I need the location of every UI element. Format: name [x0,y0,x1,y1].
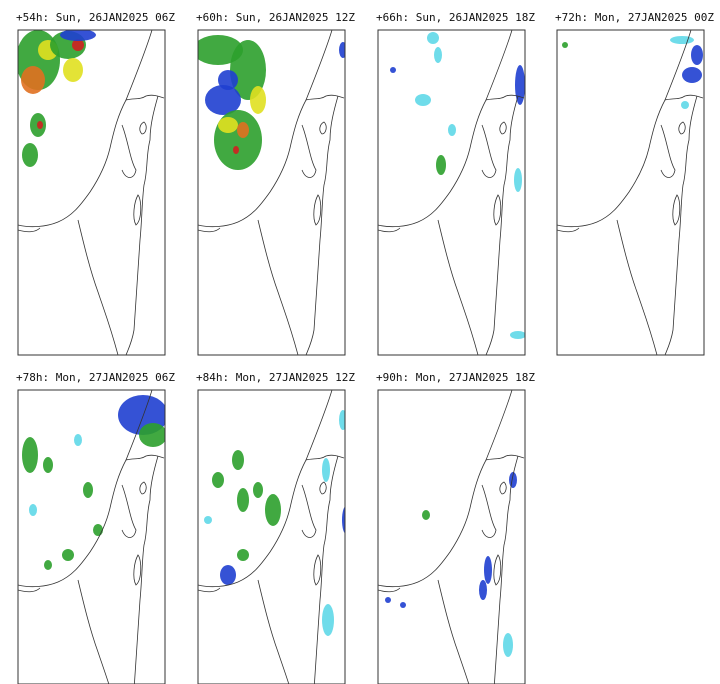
precip-cell [691,45,703,65]
precip-cell [562,42,568,48]
map-border [377,389,526,684]
precip-cell [204,516,212,524]
precip-cell [21,66,45,94]
precip-cell [72,39,84,51]
precip-cell [342,506,345,534]
precip-cell [230,40,266,100]
panel-title: +78h: Mon, 27JAN2025 06Z [16,371,175,384]
precip-cell [265,494,281,526]
precip-cell [479,580,487,600]
precip-cell [484,556,492,584]
precipitation [18,390,165,684]
map-panel: +66h: Sun, 26JAN2025 18Z [376,11,535,356]
map-border [17,29,166,356]
map-panel: +78h: Mon, 27JAN2025 06Z [16,371,175,684]
precip-cell [322,458,330,482]
map-panel: +54h: Sun, 26JAN2025 06Z [16,11,175,356]
precip-cell [237,122,249,138]
map-panel: +72h: Mon, 27JAN2025 00Z [555,11,714,356]
precip-cell [390,67,396,73]
precip-cell [436,155,446,175]
map-frame [197,389,346,684]
map-frame [556,29,705,356]
precip-cell [63,58,83,82]
precip-cell [427,32,439,44]
precip-cell [514,168,522,192]
map-border [556,29,705,356]
precip-cell [682,67,702,83]
precip-cell [422,510,430,520]
map-border [197,389,346,684]
panel-title: +54h: Sun, 26JAN2025 06Z [16,11,175,24]
precipitation [378,390,525,684]
precip-cell [214,110,262,170]
precip-cell [681,101,689,109]
map-border [377,29,526,356]
precip-cell [232,450,244,470]
precipitation [18,30,165,355]
precip-cell [60,30,96,41]
map-border [17,389,166,684]
precip-cell [44,560,52,570]
precip-cell [434,47,442,63]
precip-cell [339,42,345,58]
precip-cell [400,602,406,608]
precip-cell [43,457,53,473]
precip-cell [212,472,224,488]
precip-cell [233,146,239,154]
map-panel: +90h: Mon, 27JAN2025 18Z [376,371,535,684]
precip-cell [22,143,38,167]
precip-cell [62,549,74,561]
precip-cell [322,604,334,636]
precipitation [378,30,525,355]
precip-cell [250,86,266,114]
precip-cell [448,124,456,136]
precip-cell [515,65,525,105]
map-panel: +84h: Mon, 27JAN2025 12Z [196,371,355,684]
panel-title: +60h: Sun, 26JAN2025 12Z [196,11,355,24]
precip-cell [237,549,249,561]
panel-title: +72h: Mon, 27JAN2025 00Z [555,11,714,24]
precip-cell [29,504,37,516]
precipitation [198,30,345,355]
panel-title: +90h: Mon, 27JAN2025 18Z [376,371,535,384]
precip-cell [220,565,236,585]
precip-cell [503,633,513,657]
precip-cell [139,423,165,447]
precip-cell [74,434,82,446]
precip-cell [93,524,103,536]
precipitation [557,30,704,355]
panel-title: +84h: Mon, 27JAN2025 12Z [196,371,355,384]
precip-cell [385,597,391,603]
precip-cell [218,70,238,90]
panel-title: +66h: Sun, 26JAN2025 18Z [376,11,535,24]
precip-cell [510,331,525,339]
map-frame [377,29,526,356]
precip-cell [218,117,238,133]
precip-cell [205,85,241,115]
precip-cell [237,488,249,512]
precip-cell [37,121,43,129]
map-border [197,29,346,356]
map-frame [377,389,526,684]
precip-cell [22,437,38,473]
map-panel: +60h: Sun, 26JAN2025 12Z [196,11,355,356]
precip-cell [83,482,93,498]
precip-cell [670,36,694,44]
precipitation [198,390,345,684]
precip-cell [339,410,345,430]
precip-cell [415,94,431,106]
precip-cell [509,472,517,488]
precip-cell [253,482,263,498]
